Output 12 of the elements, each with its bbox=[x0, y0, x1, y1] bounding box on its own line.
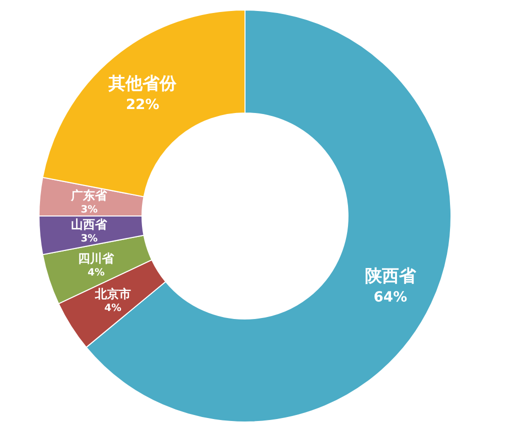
data-label: 3% bbox=[80, 234, 98, 245]
slice-label: 北京市 bbox=[94, 286, 131, 301]
data-label: 64% bbox=[374, 289, 408, 306]
data-label: 3% bbox=[80, 204, 98, 216]
slice-label: 其他省份 bbox=[108, 74, 178, 94]
data-label: 4% bbox=[88, 267, 105, 278]
data-label: 4% bbox=[104, 302, 122, 314]
slice-label: 四川省 bbox=[78, 251, 116, 266]
data-label: 22% bbox=[126, 97, 160, 114]
slice-label: 陕西省 bbox=[364, 266, 417, 286]
slice-label: 山西省 bbox=[71, 218, 108, 232]
slice-label: 广东省 bbox=[70, 188, 108, 202]
